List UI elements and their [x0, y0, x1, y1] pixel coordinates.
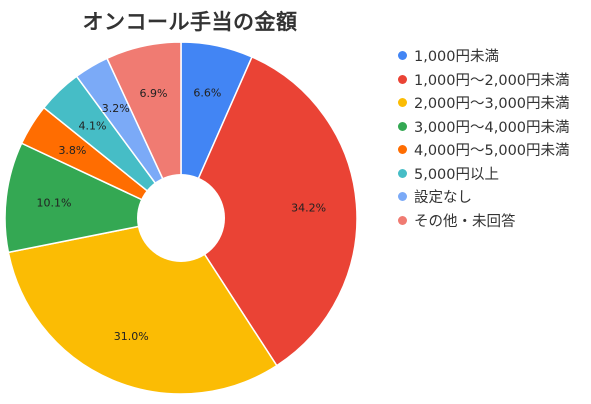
- legend-label: その他・未回答: [414, 213, 516, 230]
- legend-item-6: 設定なし: [398, 185, 588, 209]
- pie-slice-7: [106, 41, 182, 219]
- slice-label-7: 6.9%: [139, 87, 167, 100]
- legend-item-1: 1,000円〜2,000円未満: [398, 68, 588, 92]
- legend-label: 設定なし: [414, 190, 472, 207]
- legend-marker: [398, 145, 407, 155]
- legend-item-0: 1,000円未満: [398, 44, 588, 68]
- legend-label: 1,000円未満: [414, 49, 500, 66]
- legend-item-7: その他・未回答: [398, 209, 588, 233]
- legend-label: 2,000円〜3,000円未満: [414, 96, 570, 113]
- slice-label-2: 31.0%: [114, 330, 149, 343]
- legend-item-2: 2,000円〜3,000円未満: [398, 91, 588, 115]
- legend-marker: [398, 121, 407, 131]
- legend-marker: [398, 215, 407, 225]
- legend-item-3: 3,000円〜4,000円未満: [398, 115, 588, 139]
- legend-marker: [398, 98, 407, 108]
- slice-label-5: 4.1%: [78, 120, 106, 133]
- pie-slice-1: [180, 55, 358, 367]
- legend-label: 5,000円以上: [414, 166, 500, 183]
- legend-label: 3,000円〜4,000円未満: [414, 119, 570, 136]
- slice-label-3: 10.1%: [36, 197, 71, 210]
- pie-slice-2: [7, 217, 278, 395]
- legend-item-4: 4,000円〜5,000円未満: [398, 138, 588, 162]
- pie-slice-3: [4, 142, 184, 254]
- legend-marker: [398, 168, 407, 178]
- legend-label: 1,000円〜2,000円未満: [414, 72, 570, 89]
- slice-label-1: 34.2%: [291, 202, 326, 215]
- legend-marker: [398, 51, 407, 61]
- donut-hole: [137, 174, 225, 262]
- chart-title: オンコール手当の金額: [82, 10, 298, 34]
- legend-item-5: 5,000円以上: [398, 162, 588, 186]
- legend-label: 4,000円〜5,000円未満: [414, 143, 570, 160]
- slice-label-4: 3.8%: [58, 144, 86, 157]
- legend-marker: [398, 192, 407, 202]
- legend-marker: [398, 74, 407, 84]
- legend: 1,000円未満 1,000円〜2,000円未満 2,000円〜3,000円未満 3,…: [398, 44, 588, 232]
- slice-label-6: 3.2%: [102, 102, 130, 115]
- slice-label-0: 6.6%: [193, 87, 221, 100]
